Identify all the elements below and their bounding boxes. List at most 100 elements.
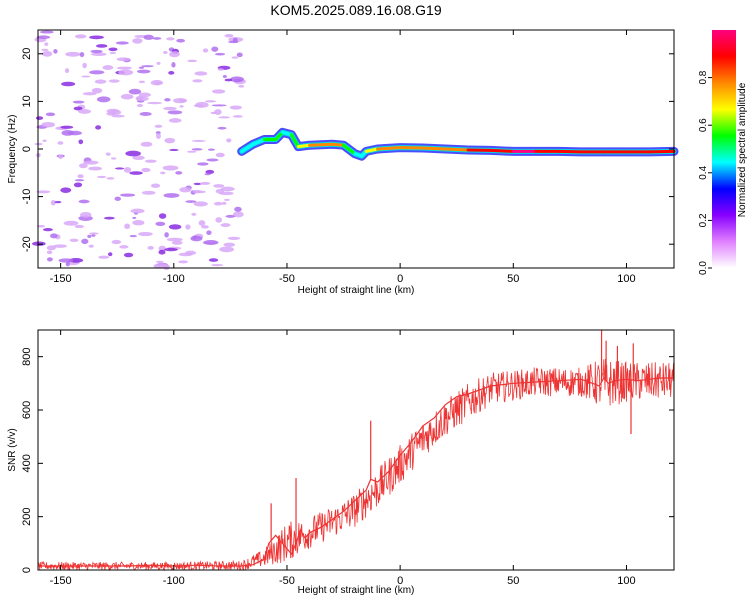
- heatmap-noise-blob: [80, 212, 91, 218]
- heatmap-noise-blob: [60, 187, 71, 193]
- heatmap-noise-blob: [169, 149, 179, 151]
- heatmap-noise-blob: [65, 68, 69, 73]
- heatmap-noise-blob: [117, 67, 132, 70]
- heatmap-ridge-segment: [423, 148, 446, 149]
- heatmap-noise-blob: [218, 68, 224, 71]
- heatmap-noise-blob: [173, 98, 187, 103]
- heatmap-noise-blob: [42, 51, 52, 57]
- heatmap-noise-blob: [141, 65, 153, 67]
- heatmap-noise-blob: [225, 79, 233, 82]
- heatmap-noise-blob: [34, 143, 42, 145]
- heatmap-noise-blob: [55, 201, 62, 203]
- heatmap-noise-blob: [118, 69, 133, 75]
- heatmap-noise-blob: [53, 49, 57, 54]
- heatmap-noise-blob: [47, 250, 52, 254]
- heatmap-noise-blob: [199, 220, 206, 226]
- heatmap-noise-blob: [192, 235, 196, 239]
- heatmap-noise-blob: [179, 105, 183, 108]
- heatmap-noise-blob: [145, 160, 157, 163]
- heatmap-noise-blob: [203, 240, 218, 245]
- heatmap-y-tick-label: 20: [21, 48, 33, 60]
- heatmap-noise-blob: [169, 224, 181, 229]
- heatmap-noise-blob: [108, 252, 112, 256]
- heatmap-noise-blob: [223, 75, 227, 78]
- heatmap-noise-blob: [234, 79, 243, 82]
- colorbar-tick-label: 0.6: [698, 118, 709, 132]
- heatmap-noise-blob: [211, 46, 218, 51]
- colorbar-tick-label: 0.0: [698, 261, 709, 275]
- heatmap-noise-blob: [81, 75, 90, 77]
- heatmap-noise-blob: [141, 168, 150, 172]
- heatmap-noise-blob: [213, 184, 224, 188]
- heatmap-noise-blob: [226, 138, 231, 142]
- snr-y-tick-label: 0: [21, 567, 33, 573]
- heatmap-noise-blob: [97, 96, 111, 102]
- heatmap-noise-blob: [89, 35, 104, 39]
- heatmap-noise-blob: [231, 56, 238, 58]
- heatmap-noise-blob: [166, 37, 174, 40]
- heatmap-noise-blob: [197, 162, 208, 165]
- heatmap-ridge-segment: [378, 148, 401, 149]
- heatmap-noise-blob: [88, 167, 102, 171]
- heatmap-noise-blob: [110, 52, 117, 54]
- heatmap-noise-blob: [78, 200, 89, 204]
- heatmap-ridge-segment: [445, 149, 468, 150]
- heatmap-noise-blob: [169, 51, 180, 57]
- heatmap-noise-blob: [50, 233, 58, 238]
- heatmap-noise-blob: [192, 148, 203, 150]
- heatmap-noise-blob: [221, 187, 235, 192]
- heatmap-noise-blob: [51, 200, 56, 206]
- heatmap-noise-blob: [64, 221, 79, 226]
- heatmap-x-tick-label: -100: [163, 273, 185, 285]
- heatmap-noise-blob: [40, 31, 54, 34]
- heatmap-noise-blob: [140, 112, 152, 116]
- heatmap-noise-blob: [130, 235, 137, 237]
- heatmap-noise-blob: [109, 110, 121, 115]
- heatmap-noise-blob: [147, 102, 162, 104]
- heatmap-noise-blob: [139, 67, 145, 69]
- heatmap-ridge-segment: [491, 150, 514, 151]
- heatmap-noise-blob: [108, 47, 117, 51]
- heatmap-noise-blob: [191, 213, 196, 216]
- heatmap-noise-blob: [41, 49, 48, 51]
- heatmap-noise-blob: [41, 122, 55, 127]
- heatmap-noise-blob: [36, 116, 43, 120]
- heatmap-noise-blob: [74, 182, 82, 187]
- heatmap-noise-blob: [225, 215, 235, 218]
- heatmap-noise-blob: [216, 153, 225, 158]
- heatmap-noise-blob: [214, 109, 221, 115]
- heatmap-noise-blob: [91, 50, 103, 53]
- heatmap-noise-blob: [89, 70, 104, 74]
- heatmap-noise-blob: [46, 112, 55, 116]
- heatmap-noise-blob: [136, 97, 149, 101]
- heatmap-noise-blob: [163, 264, 170, 270]
- heatmap-noise-blob: [97, 176, 106, 178]
- heatmap-noise-blob: [194, 71, 207, 75]
- heatmap-noise-blob: [103, 65, 114, 70]
- snr-x-tick-label: -50: [279, 575, 295, 587]
- heatmap-x-tick-label: 0: [397, 273, 403, 285]
- heatmap-noise-blob: [111, 157, 116, 159]
- heatmap-noise-blob: [141, 142, 153, 147]
- heatmap-x-axis-label: Height of straight line (km): [298, 285, 415, 296]
- snr-plot-area: [38, 330, 674, 570]
- heatmap-noise-blob: [200, 182, 210, 185]
- heatmap-noise-blob: [169, 118, 182, 123]
- heatmap-noise-blob: [218, 116, 230, 118]
- heatmap-noise-blob: [142, 191, 156, 195]
- heatmap-noise-blob: [43, 228, 53, 231]
- heatmap-noise-blob: [155, 82, 162, 84]
- heatmap-y-tick-label: 0: [21, 146, 33, 152]
- heatmap-noise-blob: [203, 48, 208, 52]
- heatmap-noise-blob: [228, 41, 238, 43]
- heatmap-noise-blob: [109, 79, 120, 82]
- heatmap-noise-blob: [95, 79, 107, 83]
- heatmap-x-tick-label: -50: [279, 273, 295, 285]
- heatmap-noise-blob: [75, 34, 87, 38]
- heatmap-noise-blob: [160, 172, 165, 175]
- snr-y-tick-label: 600: [21, 401, 33, 419]
- heatmap-noise-blob: [172, 241, 183, 245]
- heatmap-noise-blob: [70, 239, 79, 242]
- heatmap-noise-blob: [124, 167, 131, 173]
